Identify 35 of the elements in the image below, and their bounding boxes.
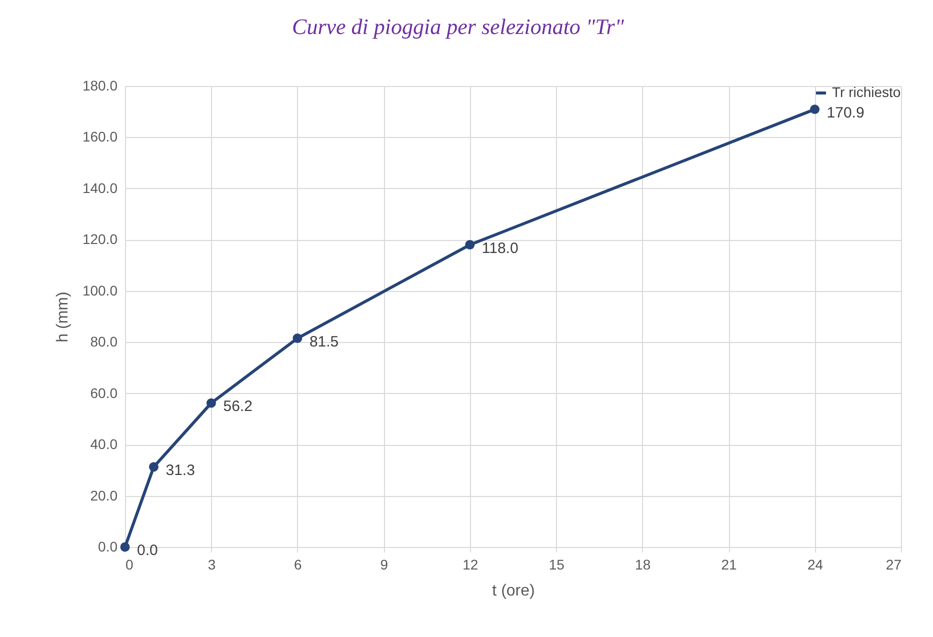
y-tick-label: 160.0: [82, 128, 118, 145]
data-label: 31.3: [166, 462, 195, 479]
data-label: 56.2: [223, 398, 252, 416]
point: [206, 398, 216, 408]
y-tick-label: 60.0: [90, 384, 118, 401]
y-tick-label: 180.0: [82, 78, 118, 94]
x-tick-label: 9: [380, 556, 388, 572]
point: [465, 240, 475, 250]
x-axis-title: t (ore): [492, 582, 535, 600]
y-tick-label: 100.0: [82, 282, 118, 298]
y-axis-title: h (mm): [54, 292, 72, 342]
y-tick-label: 40.0: [90, 436, 118, 452]
data-label: 170.9: [826, 104, 864, 122]
chart-title: Curve di pioggia per selezionato "Tr": [292, 14, 625, 39]
x-tick-label: 21: [721, 556, 738, 572]
data-label: 81.5: [309, 333, 339, 350]
x-tick-label: 24: [807, 556, 824, 572]
y-tick-label: 80.0: [90, 334, 118, 350]
data-label: 118.0: [482, 240, 518, 257]
x-tick-label: 12: [462, 556, 478, 572]
data-label: 0.0: [137, 542, 158, 559]
y-tick-label: 120.0: [82, 231, 118, 248]
x-tick-label: 3: [208, 556, 216, 572]
y-tick-label: 0.0: [98, 538, 118, 554]
point: [292, 334, 302, 344]
legend-label: Tr richiesto: [832, 84, 901, 100]
x-tick-label: 18: [635, 556, 651, 572]
y-tick-label: 140.0: [82, 180, 118, 196]
x-tick-label: 27: [886, 556, 902, 572]
point: [149, 462, 158, 472]
x-tick-label: 6: [294, 556, 302, 572]
y-tick-label: 20.0: [90, 487, 118, 504]
x-tick-label: 15: [548, 556, 565, 572]
point: [810, 104, 820, 114]
x-tick-label: 0: [126, 556, 134, 572]
